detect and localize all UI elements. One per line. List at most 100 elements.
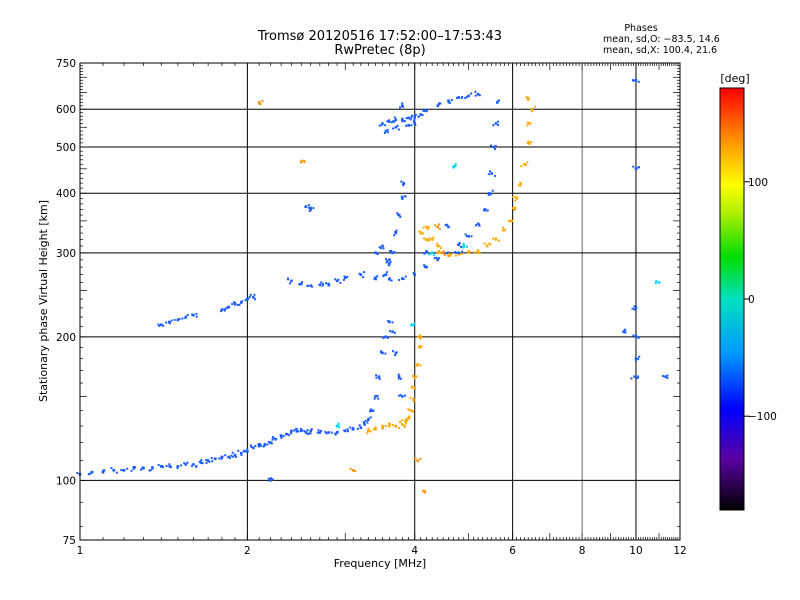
data-point — [411, 410, 414, 413]
data-point — [388, 250, 391, 253]
data-point — [205, 459, 208, 462]
data-point — [401, 277, 404, 280]
data-point — [263, 443, 267, 446]
data-point — [387, 264, 390, 267]
data-point — [159, 323, 163, 327]
data-point — [401, 104, 404, 108]
phase-box-title: Phases — [624, 23, 657, 34]
data-point — [460, 96, 463, 99]
data-point — [374, 251, 377, 254]
data-point — [497, 120, 500, 123]
data-point — [336, 431, 339, 434]
data-point — [491, 189, 494, 192]
data-point — [399, 394, 402, 397]
data-point — [487, 173, 490, 176]
data-point — [422, 226, 425, 229]
data-point — [398, 394, 401, 397]
data-point — [383, 336, 386, 339]
data-point — [312, 207, 315, 210]
data-point — [324, 430, 327, 433]
data-point — [236, 303, 239, 306]
phase-box-o-stats: mean, sd,O: −83.5, 14.6 — [603, 34, 720, 45]
data-point — [363, 271, 366, 274]
series-group — [366, 334, 423, 435]
data-point — [374, 395, 377, 398]
data-point — [375, 376, 378, 379]
data-point — [257, 443, 260, 446]
data-point — [404, 420, 407, 423]
data-point — [427, 226, 430, 229]
data-point — [200, 459, 203, 462]
data-point — [507, 220, 510, 223]
data-point — [473, 251, 476, 254]
data-point — [210, 457, 213, 460]
data-point — [515, 197, 518, 200]
data-point — [359, 426, 362, 429]
data-point — [157, 323, 160, 326]
data-point — [414, 375, 418, 378]
data-point — [413, 120, 416, 123]
data-point — [160, 464, 163, 467]
data-point — [442, 250, 445, 253]
data-point — [405, 124, 408, 127]
data-point — [120, 469, 123, 472]
y-tick-label: 500 — [56, 142, 76, 154]
data-point — [386, 271, 389, 274]
data-point — [446, 251, 449, 254]
data-point — [349, 426, 352, 429]
data-point — [330, 431, 333, 434]
data-point — [162, 324, 165, 327]
data-point — [395, 351, 398, 354]
data-point — [362, 421, 365, 424]
data-point — [134, 466, 137, 469]
data-point — [403, 120, 406, 123]
data-point — [428, 253, 431, 256]
data-point — [165, 321, 168, 324]
data-point — [246, 448, 249, 451]
data-point — [423, 252, 426, 255]
data-point — [89, 472, 92, 475]
data-point — [402, 184, 405, 187]
data-point — [362, 276, 365, 279]
data-point — [436, 251, 440, 255]
data-point — [486, 209, 489, 212]
data-point — [523, 162, 526, 166]
data-point — [254, 445, 257, 448]
data-point — [253, 293, 256, 296]
data-point — [478, 224, 481, 227]
data-point — [186, 461, 189, 464]
data-point — [299, 160, 303, 164]
data-point — [478, 223, 481, 226]
data-point — [378, 246, 381, 249]
data-point — [372, 409, 375, 412]
series-group — [335, 163, 661, 429]
colorbar-tick-label: 100 — [748, 177, 768, 189]
data-point — [433, 257, 436, 260]
y-tick-label: 300 — [56, 248, 76, 260]
data-point — [401, 419, 404, 422]
data-point — [271, 478, 274, 481]
data-point — [403, 425, 406, 428]
data-point — [654, 282, 657, 285]
y-tick-label: 100 — [56, 475, 76, 487]
series-group — [76, 320, 407, 476]
data-point — [409, 396, 412, 399]
data-point — [637, 336, 640, 339]
data-point — [390, 279, 393, 282]
series-group — [257, 100, 446, 494]
data-point — [410, 409, 413, 413]
data-point — [416, 363, 419, 366]
data-point — [259, 443, 262, 446]
colorbar-ticks: 100 0 −100 — [744, 177, 777, 423]
data-point — [403, 424, 406, 427]
x-axis-ticks: 1 2 4 6 8 10 12 — [77, 63, 687, 557]
data-point — [428, 237, 431, 240]
data-point — [288, 434, 291, 437]
data-point — [483, 208, 487, 211]
series-group — [418, 96, 537, 257]
data-point — [391, 330, 394, 333]
data-point — [408, 415, 411, 418]
data-point — [390, 249, 393, 252]
data-point — [447, 225, 450, 229]
data-point — [308, 206, 311, 209]
